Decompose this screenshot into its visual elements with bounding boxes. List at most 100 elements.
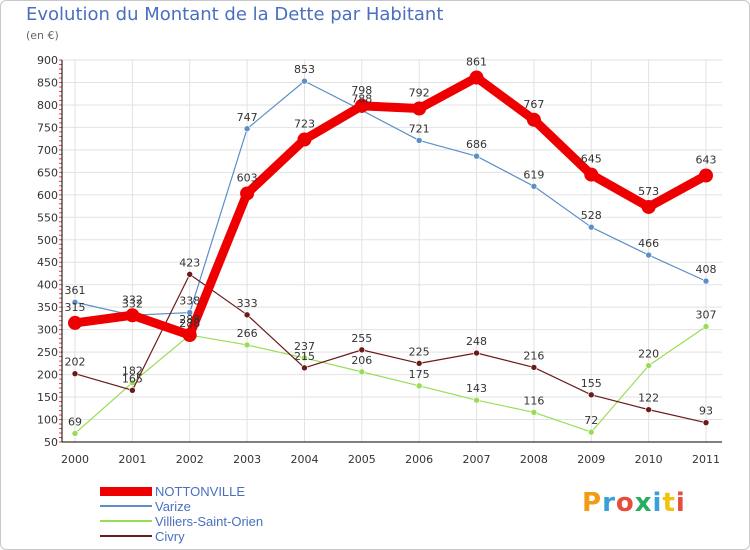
data-label-civry: 155: [581, 377, 602, 390]
axes: 50 100 150 200 250 300 350 400 450 500 550 600 650 70…: [37, 54, 722, 466]
data-label-villiers-saint-orien: 266: [237, 327, 258, 340]
data-label-nottonville: 798: [351, 84, 372, 97]
x-tick-label: 2000: [61, 453, 89, 466]
y-tick-label: 50: [44, 436, 58, 449]
data-point-villiers-saint-orien: [530, 409, 538, 416]
y-tick-label: 450: [37, 256, 58, 269]
series-line-villiers-saint-orien: [74, 325, 707, 435]
y-tick-label: 550: [37, 211, 58, 224]
data-label-nottonville: 573: [638, 185, 659, 198]
legend-label: Civry: [155, 529, 185, 544]
data-point-villiers-saint-orien: [129, 379, 136, 386]
legend-swatch: [100, 520, 152, 522]
data-label-varize: 853: [294, 63, 315, 76]
data-point-varize: [530, 182, 538, 190]
data-point-nottonville: [469, 70, 484, 85]
data-point-villiers-saint-orien: [71, 430, 79, 437]
legend-label: Villiers-Saint-Orien: [155, 514, 264, 529]
data-label-villiers-saint-orien: 220: [638, 348, 659, 361]
data-label-varize: 747: [237, 111, 258, 124]
data-point-villiers-saint-orien: [587, 428, 595, 436]
y-tick-label: 400: [37, 279, 58, 292]
data-point-civry: [645, 406, 652, 413]
data-point-civry: [301, 364, 308, 372]
data-label-nottonville: 332: [122, 293, 143, 306]
data-label-varize: 528: [581, 209, 602, 222]
data-label-nottonville: 603: [237, 171, 258, 184]
data-point-civry: [129, 387, 136, 394]
chart-canvas: 50 100 150 200 250 300 350 400 450 500 550 600 650 70…: [37, 54, 722, 466]
data-point-nottonville: [641, 199, 656, 214]
data-label-civry: 255: [351, 332, 372, 345]
data-label-villiers-saint-orien: 206: [351, 354, 372, 367]
y-tick-label: 600: [37, 189, 58, 202]
data-label-civry: 165: [122, 372, 143, 385]
data-point-nottonville: [526, 112, 541, 127]
data-label-civry: 333: [237, 297, 258, 310]
logo-letter: o: [615, 488, 635, 518]
y-tick-label: 700: [37, 144, 58, 157]
data-point-villiers-saint-orien: [243, 341, 251, 349]
data-point-varize: [473, 152, 480, 160]
x-tick-label: 2001: [118, 453, 146, 466]
x-tick-label: 2009: [577, 453, 605, 466]
data-point-civry: [530, 364, 538, 371]
data-point-villiers-saint-orien: [645, 362, 652, 369]
proxiti-logo: Proxiti: [582, 488, 686, 518]
data-point-nottonville: [240, 186, 255, 201]
data-label-villiers-saint-orien: 72: [584, 414, 598, 427]
data-label-civry: 122: [638, 392, 659, 405]
legend-label: NOTTONVILLE: [155, 484, 246, 499]
data-label-villiers-saint-orien: 288: [179, 317, 200, 330]
logo-letter: r: [602, 488, 616, 518]
data-point-villiers-saint-orien: [473, 396, 480, 404]
data-label-varize: 466: [638, 237, 659, 250]
data-point-varize: [587, 223, 595, 231]
series-lines: [68, 70, 713, 437]
data-label-nottonville: 315: [65, 301, 86, 314]
chart-unit-label: (en €): [26, 29, 59, 42]
data-point-civry: [587, 391, 595, 399]
data-label-varize: 788: [351, 92, 372, 105]
data-label-villiers-saint-orien: 143: [466, 382, 487, 395]
y-tick-label: 150: [37, 391, 58, 404]
logo-letter: x: [634, 488, 653, 518]
data-label-villiers-saint-orien: 69: [68, 415, 82, 428]
data-label-nottonville: 792: [409, 87, 430, 100]
data-point-nottonville: [584, 167, 599, 182]
data-point-nottonville: [412, 101, 427, 116]
data-label-varize: 338: [179, 295, 200, 308]
y-tick-label: 850: [37, 76, 58, 89]
data-label-villiers-saint-orien: 307: [696, 309, 717, 322]
series-line-nottonville: [70, 73, 711, 340]
data-point-civry: [186, 271, 194, 278]
data-point-villiers-saint-orien: [301, 354, 308, 362]
x-tick-label: 2002: [176, 453, 204, 466]
y-tick-label: 100: [37, 414, 58, 427]
data-point-varize: [415, 137, 423, 144]
data-label-nottonville: 643: [696, 153, 717, 166]
x-tick-label: 2008: [520, 453, 548, 466]
data-label-varize: 361: [65, 284, 86, 297]
data-label-nottonville: 723: [294, 118, 315, 131]
data-label-nottonville: 288: [179, 313, 200, 326]
data-point-villiers-saint-orien: [702, 323, 710, 330]
x-tick-label: 2011: [692, 453, 720, 466]
logo-letter: i: [675, 488, 686, 518]
x-tick-label: 2006: [405, 453, 433, 466]
legend-swatch: [100, 486, 152, 496]
series-line-varize: [74, 80, 707, 316]
data-label-varize: 619: [523, 168, 544, 181]
y-tick-label: 300: [37, 324, 58, 337]
x-tick-label: 2004: [290, 453, 318, 466]
data-point-varize: [186, 309, 194, 316]
y-tick-label: 900: [37, 54, 58, 67]
data-label-civry: 225: [409, 345, 430, 358]
data-point-civry: [358, 346, 366, 354]
data-point-nottonville: [68, 315, 82, 330]
data-point-varize: [645, 251, 652, 259]
data-label-nottonville: 767: [523, 98, 544, 111]
y-tick-label: 650: [37, 166, 58, 179]
data-point-varize: [702, 277, 710, 285]
data-point-nottonville: [354, 98, 369, 113]
